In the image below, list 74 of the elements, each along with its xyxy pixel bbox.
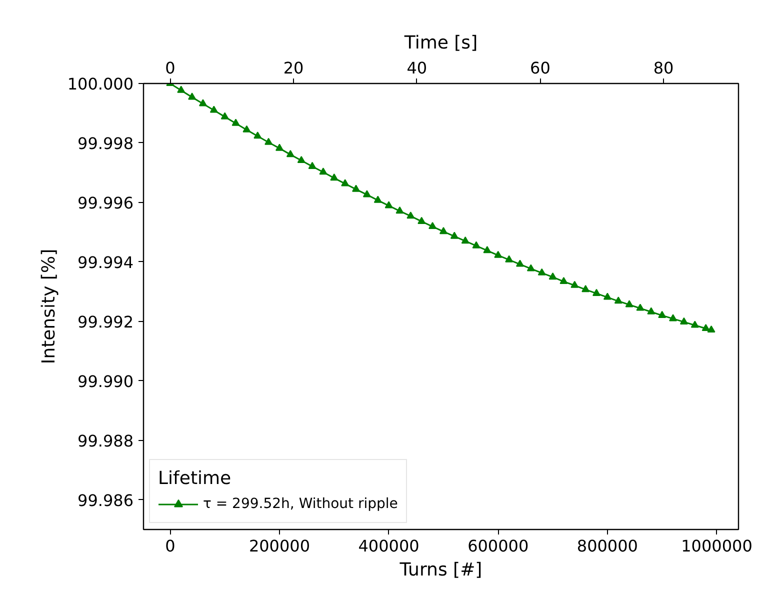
legend-title: Lifetime: [158, 468, 232, 489]
x-tick-label: 0: [165, 536, 176, 556]
point: [242, 125, 251, 132]
point: [396, 206, 404, 214]
x2-tick-label: 60: [530, 58, 550, 78]
y-tick-label: 99.994: [78, 252, 134, 272]
point: [560, 276, 568, 284]
point: [614, 296, 622, 304]
point: [198, 99, 207, 106]
point: [286, 150, 294, 158]
x-axis-title: Turns [#]: [398, 560, 482, 580]
legend-label: τ = 299.52h, Without ripple: [203, 496, 398, 512]
y-tick-label: 100.000: [67, 74, 134, 94]
point: [210, 106, 218, 113]
y-tick-label: 99.998: [78, 134, 134, 153]
point: [690, 320, 699, 328]
point: [680, 317, 688, 324]
point: [636, 304, 644, 311]
point: [548, 272, 557, 280]
y-axis-title: Intensity [%]: [38, 248, 60, 364]
point: [232, 118, 240, 126]
point: [483, 246, 492, 254]
point: [625, 300, 634, 308]
point: [538, 268, 546, 276]
point: [319, 168, 328, 175]
point: [516, 260, 524, 267]
point: [177, 86, 186, 93]
point: [494, 250, 502, 258]
x-tick-label: 800000: [576, 536, 638, 556]
point: [702, 324, 710, 332]
point: [330, 174, 338, 181]
point: [461, 236, 470, 244]
x-tick-label: 400000: [358, 536, 420, 556]
point: [570, 280, 579, 288]
point: [352, 184, 360, 192]
point: [526, 264, 535, 272]
x2-tick-label: 0: [165, 58, 176, 78]
point: [603, 292, 612, 300]
x2-tick-label: 20: [283, 58, 304, 78]
point: [439, 227, 448, 234]
point: [472, 241, 480, 248]
point: [362, 190, 371, 198]
y-tick-label: 99.990: [78, 372, 134, 391]
y-tick-label: 99.988: [78, 431, 134, 450]
point: [297, 156, 306, 164]
y-tick-label: 99.996: [78, 193, 134, 212]
point: [418, 216, 426, 224]
y-tick-label: 99.986: [78, 490, 134, 510]
point: [188, 92, 196, 100]
point: [450, 232, 458, 239]
point: [428, 222, 437, 230]
point: [505, 255, 514, 262]
point: [374, 196, 382, 203]
x-tick-label: 600000: [468, 536, 529, 556]
point: [658, 310, 666, 318]
point: [275, 144, 284, 151]
point: [308, 162, 316, 169]
point: [582, 285, 590, 292]
y-tick-label: 99.992: [78, 312, 134, 332]
point: [647, 307, 656, 314]
point: [341, 179, 350, 186]
x-tick-label: 200000: [248, 536, 310, 556]
x-tick-label: 1000000: [681, 536, 752, 556]
x2-axis-title: Time [s]: [403, 32, 478, 54]
point: [384, 201, 393, 208]
point: [254, 132, 262, 139]
x2-tick-label: 80: [653, 58, 674, 78]
point: [406, 212, 415, 219]
point: [220, 112, 229, 120]
point: [707, 325, 716, 333]
point: [592, 288, 600, 296]
point: [669, 314, 678, 322]
point: [264, 138, 273, 145]
x2-tick-label: 40: [406, 58, 428, 78]
